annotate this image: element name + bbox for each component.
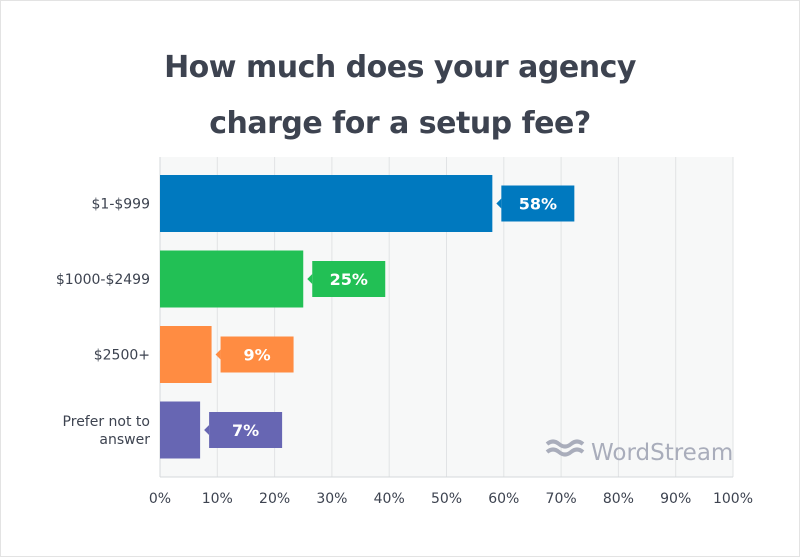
wave-icon	[545, 447, 585, 457]
watermark-text: WordStream	[591, 440, 733, 466]
data-label-box	[312, 261, 386, 297]
data-label-pointer	[204, 425, 210, 435]
data-label: 7%	[232, 421, 259, 440]
chart-title-line-2: charge for a setup fee?	[209, 106, 591, 141]
x-tick-label: 90%	[660, 491, 691, 507]
data-label: 9%	[243, 346, 270, 365]
x-tick-label: 70%	[546, 491, 577, 507]
category-label: $1000-$2499	[56, 272, 150, 288]
wave-icon	[545, 439, 585, 449]
x-tick-label: 80%	[603, 491, 634, 507]
x-tick-label: 100%	[713, 491, 753, 507]
data-label: 25%	[330, 270, 368, 289]
bar	[160, 401, 201, 459]
bar	[160, 175, 493, 232]
x-tick-label: 50%	[431, 491, 462, 507]
data-label-box	[220, 336, 294, 373]
bar	[160, 326, 212, 383]
data-label: 58%	[519, 195, 557, 214]
x-tick-label: 20%	[259, 491, 290, 507]
data-label-pointer	[215, 349, 221, 360]
chart-title-line-1: How much does your agency	[164, 50, 636, 85]
data-label-box	[209, 412, 283, 448]
data-label-box	[501, 185, 575, 222]
category-label: $2500+	[94, 348, 150, 364]
category-label: $1-$999	[92, 197, 151, 213]
x-tick-label: 30%	[316, 491, 347, 507]
x-tick-label: 10%	[202, 491, 233, 507]
category-label: Prefer not to	[63, 414, 150, 430]
data-label-pointer	[307, 274, 313, 284]
data-label-pointer	[496, 198, 502, 209]
x-tick-label: 60%	[488, 491, 519, 507]
x-tick-label: 0%	[149, 491, 171, 507]
category-label: answer	[99, 432, 150, 448]
wordstream-logo: WordStream	[545, 439, 733, 466]
bar	[160, 250, 304, 308]
x-tick-label: 40%	[374, 491, 405, 507]
